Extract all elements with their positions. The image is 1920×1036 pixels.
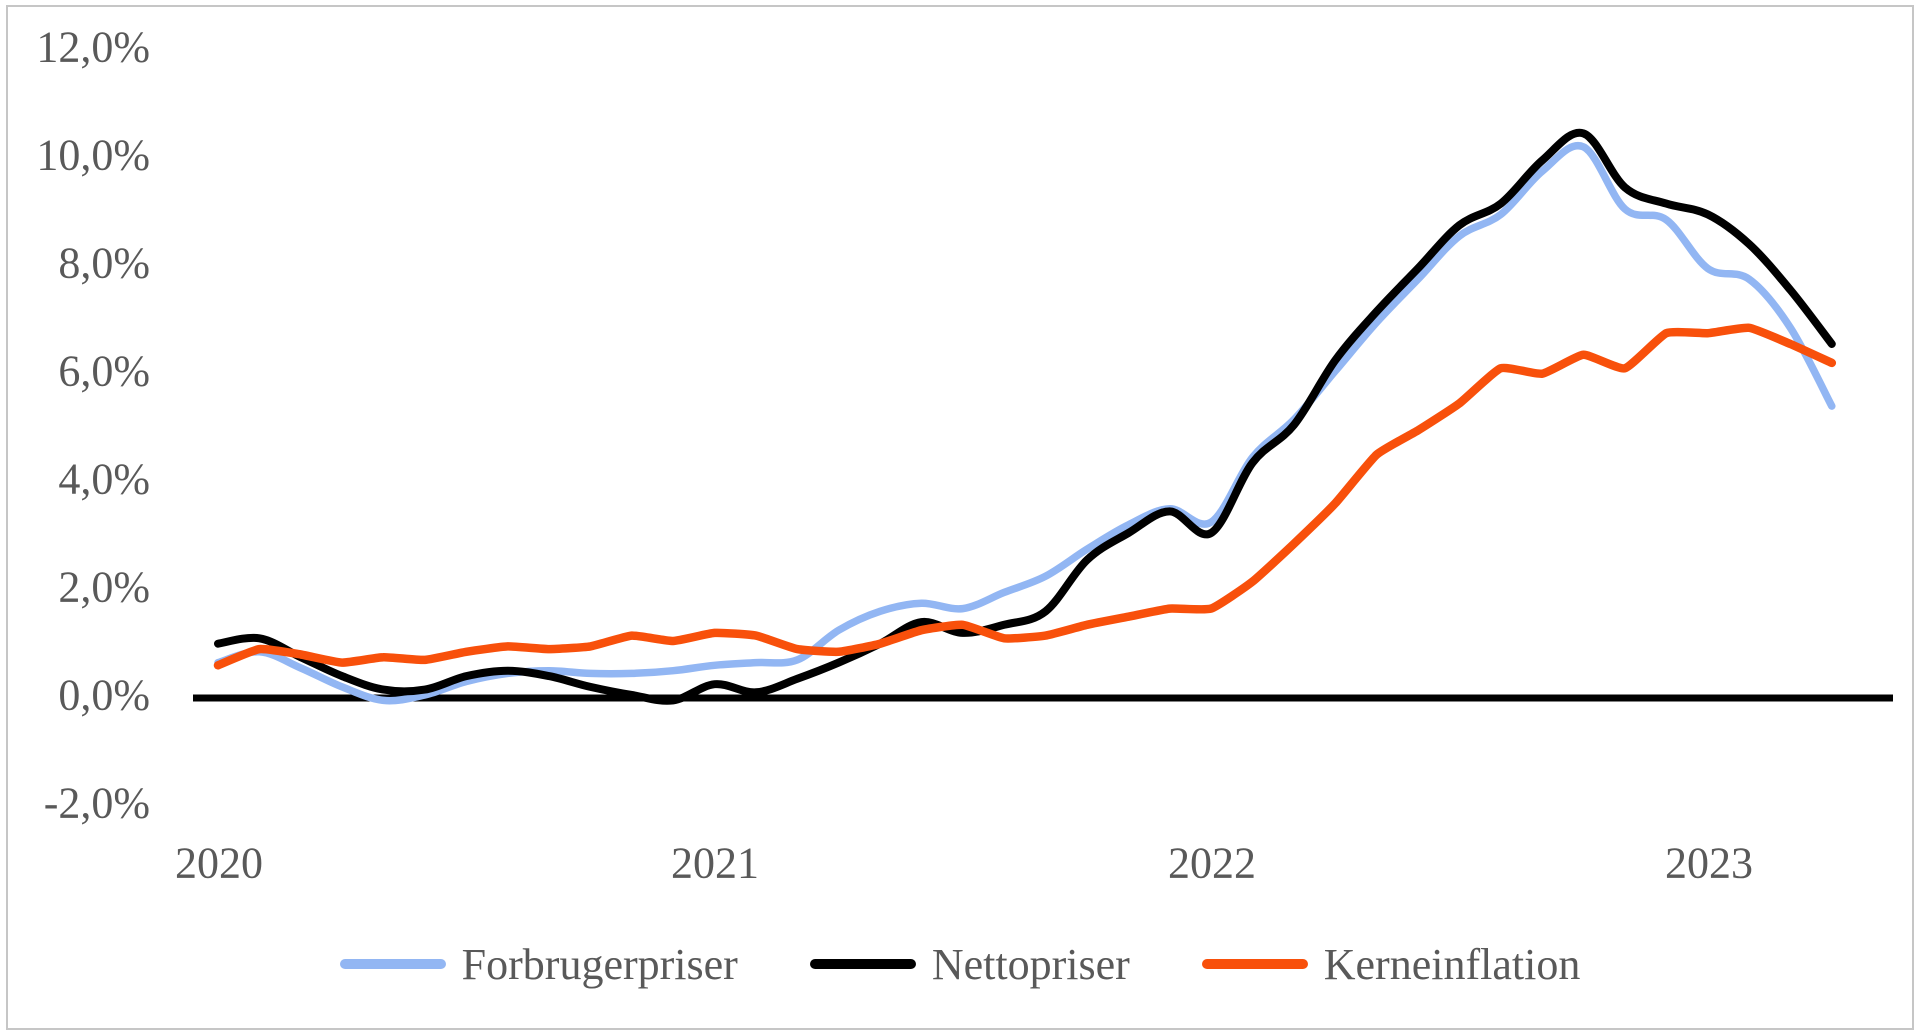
legend-item-nettopriser: Nettopriser bbox=[809, 939, 1130, 990]
chart-legend: Forbrugerpriser Nettopriser Kerneinflati… bbox=[0, 936, 1920, 992]
y-axis-tick-label: 6,0% bbox=[58, 346, 150, 396]
y-axis-tick-label: 4,0% bbox=[58, 454, 150, 504]
legend-line-sample-nettopriser bbox=[809, 959, 916, 969]
legend-label-kerneinflation: Kerneinflation bbox=[1323, 939, 1581, 989]
series-line-forbrugerpriser bbox=[214, 141, 1836, 705]
series-line-kerneinflation bbox=[213, 323, 1837, 670]
legend-label-nettopriser: Nettopriser bbox=[931, 939, 1130, 989]
x-axis-tick-label-2022: 2022 bbox=[1168, 838, 1256, 888]
y-axis-tick-label: 8,0% bbox=[58, 238, 150, 288]
x-axis-tick-label-2020: 2020 bbox=[175, 838, 263, 888]
x-axis-tick-label-2023: 2023 bbox=[1665, 838, 1753, 888]
x-axis-tick-label-2021: 2021 bbox=[671, 838, 759, 888]
y-axis-tick-label: 2,0% bbox=[58, 562, 150, 612]
series-line-nettopriser bbox=[214, 128, 1836, 705]
y-axis-tick-label: 12,0% bbox=[36, 22, 150, 72]
legend-label-forbrugerpriser: Forbrugerpriser bbox=[461, 939, 738, 989]
y-axis-tick-label: 10,0% bbox=[36, 130, 150, 180]
y-axis-tick-label: 0,0% bbox=[58, 670, 150, 720]
legend-item-forbrugerpriser: Forbrugerpriser bbox=[339, 939, 738, 990]
legend-line-sample-kerneinflation bbox=[1201, 959, 1308, 969]
legend-item-kerneinflation: Kerneinflation bbox=[1201, 939, 1581, 990]
y-axis-tick-label: -2,0% bbox=[43, 778, 150, 828]
legend-line-sample-forbrugerpriser bbox=[339, 959, 446, 969]
